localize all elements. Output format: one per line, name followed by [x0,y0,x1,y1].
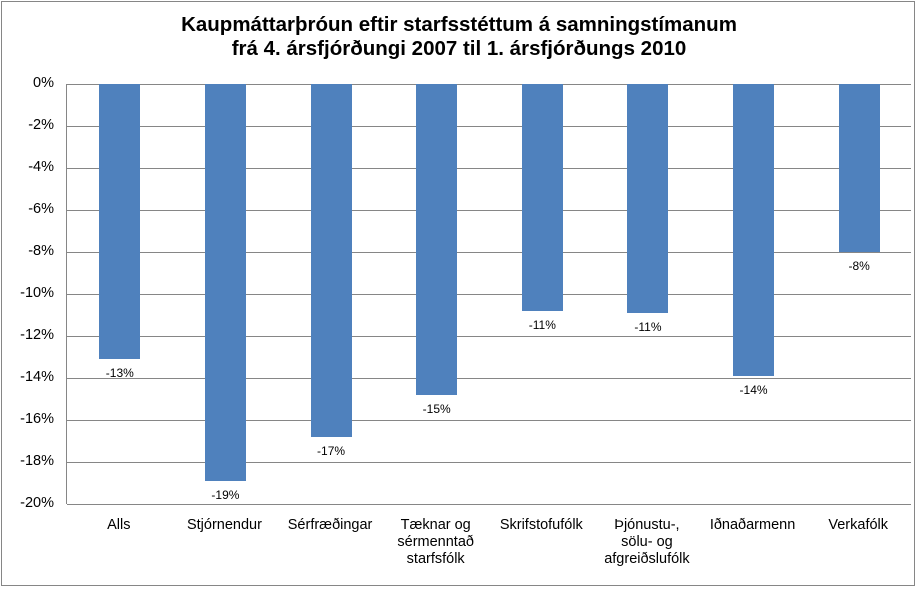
x-tick-label: Verkafólk [828,517,889,533]
x-tick-label: Tæknar og sérmenntað starfsfólk [397,517,474,567]
x-tick-label: Sérfræðingar [287,517,373,533]
gridline [67,210,911,211]
chart-title-line-2: frá 4. ársfjórðungi 2007 til 1. ársfjórð… [231,37,687,60]
bar [416,84,458,395]
y-tick-label: -2% [28,117,54,133]
bar [733,84,775,376]
gridline [67,504,911,505]
data-label: -19% [211,487,240,502]
y-tick-label: -12% [20,327,54,343]
gridline [67,420,911,421]
y-tick-label: 0% [33,75,54,91]
data-label: -13% [105,366,134,381]
bar [310,84,352,437]
bar [521,84,563,311]
bar [204,84,246,481]
plot-area: -13% -19% -17% -15% -11% -11% -14% -8% [66,84,911,505]
gridline [67,336,911,337]
y-tick-label: -4% [28,159,54,175]
y-tick-label: -6% [28,201,54,217]
y-tick-label: -16% [20,411,54,427]
gridline [67,462,911,463]
x-tick-label: Stjórnendur [186,517,262,533]
y-tick-label: -18% [20,453,54,469]
bar [627,84,669,313]
data-label: -11% [528,317,556,332]
y-tick-label: -8% [28,243,54,259]
gridline [67,378,911,379]
bar [838,84,880,252]
chart-title: Kaupmáttarþróun eftir starfsstéttum á sa… [0,13,918,61]
data-label: -8% [848,259,870,273]
gridline [67,126,911,127]
gridline [67,252,911,253]
gridline [67,294,911,295]
y-tick-label: -10% [20,285,54,301]
bar [99,84,141,360]
x-tick-label: Þjónustu-, sölu- og afgreiðslufólk [604,517,690,567]
data-label: -11% [634,319,662,334]
data-label: -14% [739,382,768,397]
x-tick-label: Skrifstofufólk [499,517,583,533]
data-label: -17% [317,443,346,458]
gridline [67,84,911,85]
y-tick-label: -14% [20,369,54,385]
chart-title-line-1: Kaupmáttarþróun eftir starfsstéttum á sa… [181,13,737,36]
gridline [67,168,911,169]
x-tick-label: Iðnaðarmenn [709,517,796,533]
y-tick-label: -20% [20,495,54,511]
data-label: -15% [422,401,451,416]
x-tick-label: Alls [107,517,131,533]
